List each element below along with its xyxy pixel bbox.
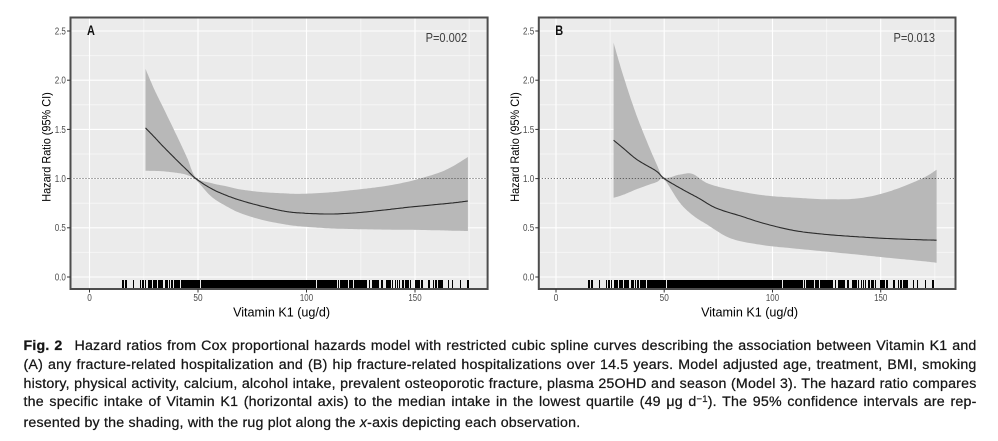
svg-text:100: 100 [766,293,780,304]
svg-text:150: 150 [408,293,422,304]
svg-text:0.5: 0.5 [55,223,67,234]
svg-text:2.0: 2.0 [55,76,67,87]
svg-text:1.5: 1.5 [523,125,535,136]
svg-text:P=0.013: P=0.013 [894,31,936,45]
svg-text:Vitamin K1 (ug/d): Vitamin K1 (ug/d) [701,306,798,320]
svg-text:1.0: 1.0 [523,174,535,185]
svg-text:0.0: 0.0 [523,272,535,283]
svg-text:Hazard Ratio (95% CI): Hazard Ratio (95% CI) [40,92,54,202]
svg-text:2.5: 2.5 [55,26,67,37]
svg-text:Vitamin K1 (ug/d): Vitamin K1 (ug/d) [233,306,330,320]
svg-text:0.0: 0.0 [55,272,67,283]
svg-text:0.5: 0.5 [523,223,535,234]
svg-text:2.0: 2.0 [523,76,535,87]
svg-text:100: 100 [300,293,314,304]
svg-text:A: A [87,22,95,38]
svg-text:1.0: 1.0 [55,174,67,185]
svg-text:P=0.002: P=0.002 [426,31,468,45]
svg-text:1.5: 1.5 [55,125,67,136]
svg-text:0: 0 [87,293,92,304]
svg-text:2.5: 2.5 [523,26,535,37]
svg-text:50: 50 [193,293,203,304]
svg-text:0: 0 [554,293,559,304]
svg-text:50: 50 [660,293,670,304]
svg-text:B: B [555,22,563,38]
svg-text:Hazard Ratio (95% CI): Hazard Ratio (95% CI) [508,92,522,202]
svg-text:150: 150 [874,293,888,304]
